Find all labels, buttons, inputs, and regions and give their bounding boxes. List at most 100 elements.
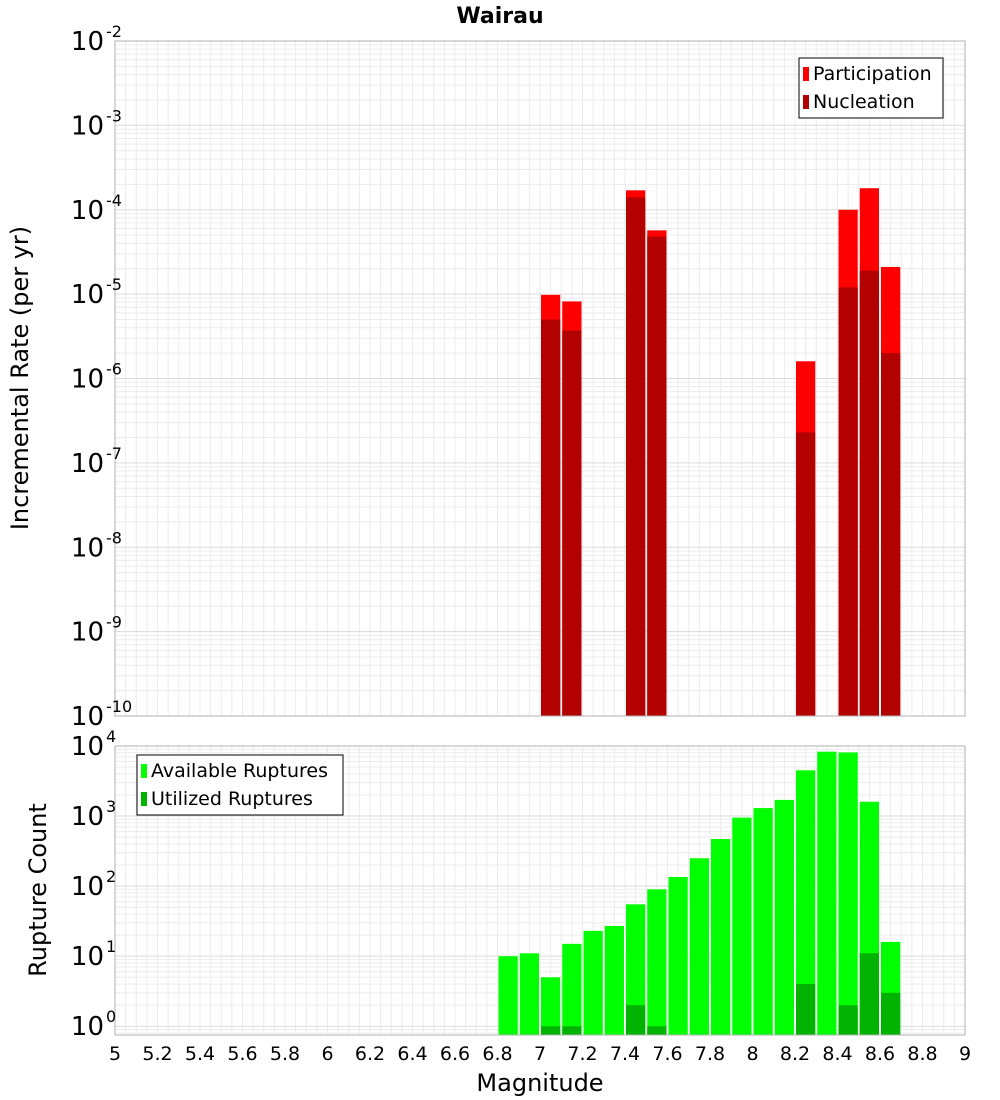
y-tick-label: 10 4 — [71, 727, 116, 762]
x-tick-label: 6.2 — [355, 1043, 385, 1065]
x-tick-label: 8.6 — [865, 1043, 895, 1065]
y-tick-base: 10 — [71, 280, 104, 310]
legend-label: Nucleation — [813, 91, 915, 113]
count-y-axis-label: Rupture Count — [24, 803, 52, 977]
bar-available-ruptures — [519, 953, 539, 1035]
legend-label: Available Ruptures — [151, 760, 328, 782]
bar-nucleation — [859, 270, 879, 716]
legend-swatch — [141, 764, 147, 778]
y-tick-base: 10 — [71, 365, 104, 395]
x-tick-label: 9 — [959, 1043, 971, 1065]
y-tick-label: 10 3 — [71, 797, 116, 832]
y-tick-base: 10 — [71, 449, 104, 479]
legend-label: Utilized Ruptures — [151, 788, 313, 810]
y-tick-base: 10 — [71, 618, 104, 648]
y-tick-base: 10 — [71, 802, 104, 832]
y-tick-base: 10 — [71, 702, 104, 732]
x-tick-label: 7.2 — [567, 1043, 597, 1065]
bar-utilized-ruptures — [859, 953, 879, 1035]
y-tick-base: 10 — [71, 732, 104, 762]
bar-nucleation — [881, 353, 901, 716]
rate-y-axis-label: Incremental Rate (per yr) — [6, 226, 34, 530]
legend-box — [798, 57, 944, 119]
bar-utilized-ruptures — [541, 1026, 561, 1035]
x-tick-label: 5.2 — [142, 1043, 172, 1065]
count-plot-border — [114, 745, 966, 1036]
bar-available-ruptures — [626, 904, 646, 1035]
y-tick-exponent: -8 — [106, 528, 122, 547]
x-tick-label: 6.6 — [440, 1043, 470, 1065]
bar-available-ruptures — [689, 858, 709, 1035]
y-tick-label: 10 -3 — [71, 106, 122, 141]
bar-nucleation — [796, 432, 816, 716]
bar-available-ruptures — [711, 839, 731, 1035]
y-tick-label: 10 0 — [71, 1007, 116, 1042]
y-tick-exponent: -7 — [106, 444, 122, 463]
bar-available-ruptures — [774, 799, 794, 1035]
rate-grid — [114, 41, 966, 717]
y-tick-exponent: -10 — [106, 697, 132, 716]
legend-box — [136, 754, 344, 816]
x-tick-label: 6.8 — [482, 1043, 512, 1065]
rate-legend: Participation Nucleation — [798, 57, 944, 119]
chart-title: Wairau — [456, 4, 543, 29]
bar-nucleation — [562, 330, 582, 716]
y-tick-exponent: 4 — [106, 727, 116, 746]
x-tick-label: 7.4 — [610, 1043, 640, 1065]
count-x-ticks: 5 5.2 5.4 5.6 5.8 6 6.2 6.4 6.6 6.8 7 7.2 7.4 7.6 7.8 8… — [109, 1043, 971, 1065]
x-tick-label: 5.4 — [185, 1043, 215, 1065]
y-tick-exponent: 3 — [106, 797, 116, 816]
y-tick-base: 10 — [71, 942, 104, 972]
y-tick-label: 10 -8 — [71, 528, 122, 563]
x-tick-label: 6 — [321, 1043, 333, 1065]
count-bars — [498, 751, 901, 1035]
y-tick-exponent: 0 — [106, 1007, 116, 1026]
bar-available-ruptures — [732, 817, 752, 1035]
bar-utilized-ruptures — [881, 992, 901, 1035]
y-tick-base: 10 — [71, 27, 104, 57]
y-tick-label: 10 -6 — [71, 360, 122, 395]
y-tick-label: 10 2 — [71, 867, 116, 902]
rate-bars — [541, 188, 901, 717]
bar-available-ruptures — [668, 876, 688, 1035]
bar-utilized-ruptures — [796, 984, 816, 1035]
y-tick-exponent: -4 — [106, 191, 122, 210]
y-tick-base: 10 — [71, 533, 104, 563]
y-tick-label: 10 1 — [71, 937, 116, 972]
bar-available-ruptures — [604, 925, 624, 1035]
bar-available-ruptures — [647, 889, 667, 1035]
y-tick-base: 10 — [71, 196, 104, 226]
y-tick-exponent: -2 — [106, 22, 122, 41]
bar-nucleation — [838, 287, 858, 716]
legend-label: Participation — [813, 63, 932, 85]
y-tick-label: 10 -10 — [71, 697, 132, 732]
y-tick-base: 10 — [71, 1012, 104, 1042]
y-tick-label: 10 -4 — [71, 191, 122, 226]
bar-available-ruptures — [541, 977, 561, 1035]
bar-available-ruptures — [817, 751, 837, 1035]
legend-swatch — [141, 792, 147, 806]
rate-plot-border — [114, 40, 966, 717]
y-tick-exponent: 2 — [106, 867, 116, 886]
x-tick-label: 6.4 — [397, 1043, 427, 1065]
bar-available-ruptures — [753, 808, 773, 1035]
y-tick-label: 10 -2 — [71, 22, 122, 57]
y-tick-exponent: 1 — [106, 937, 116, 956]
x-axis-label: Magnitude — [476, 1069, 603, 1097]
bar-utilized-ruptures — [626, 1005, 646, 1035]
bar-available-ruptures — [838, 752, 858, 1035]
y-tick-base: 10 — [71, 872, 104, 902]
x-tick-label: 7.8 — [695, 1043, 725, 1065]
y-tick-exponent: -5 — [106, 275, 122, 294]
x-tick-label: 8.2 — [780, 1043, 810, 1065]
x-tick-label: 5 — [109, 1043, 121, 1065]
x-tick-label: 7.6 — [652, 1043, 682, 1065]
y-tick-label: 10 -9 — [71, 613, 122, 648]
y-tick-label: 10 -5 — [71, 275, 122, 310]
bar-utilized-ruptures — [562, 1026, 582, 1035]
legend-swatch — [803, 67, 809, 81]
